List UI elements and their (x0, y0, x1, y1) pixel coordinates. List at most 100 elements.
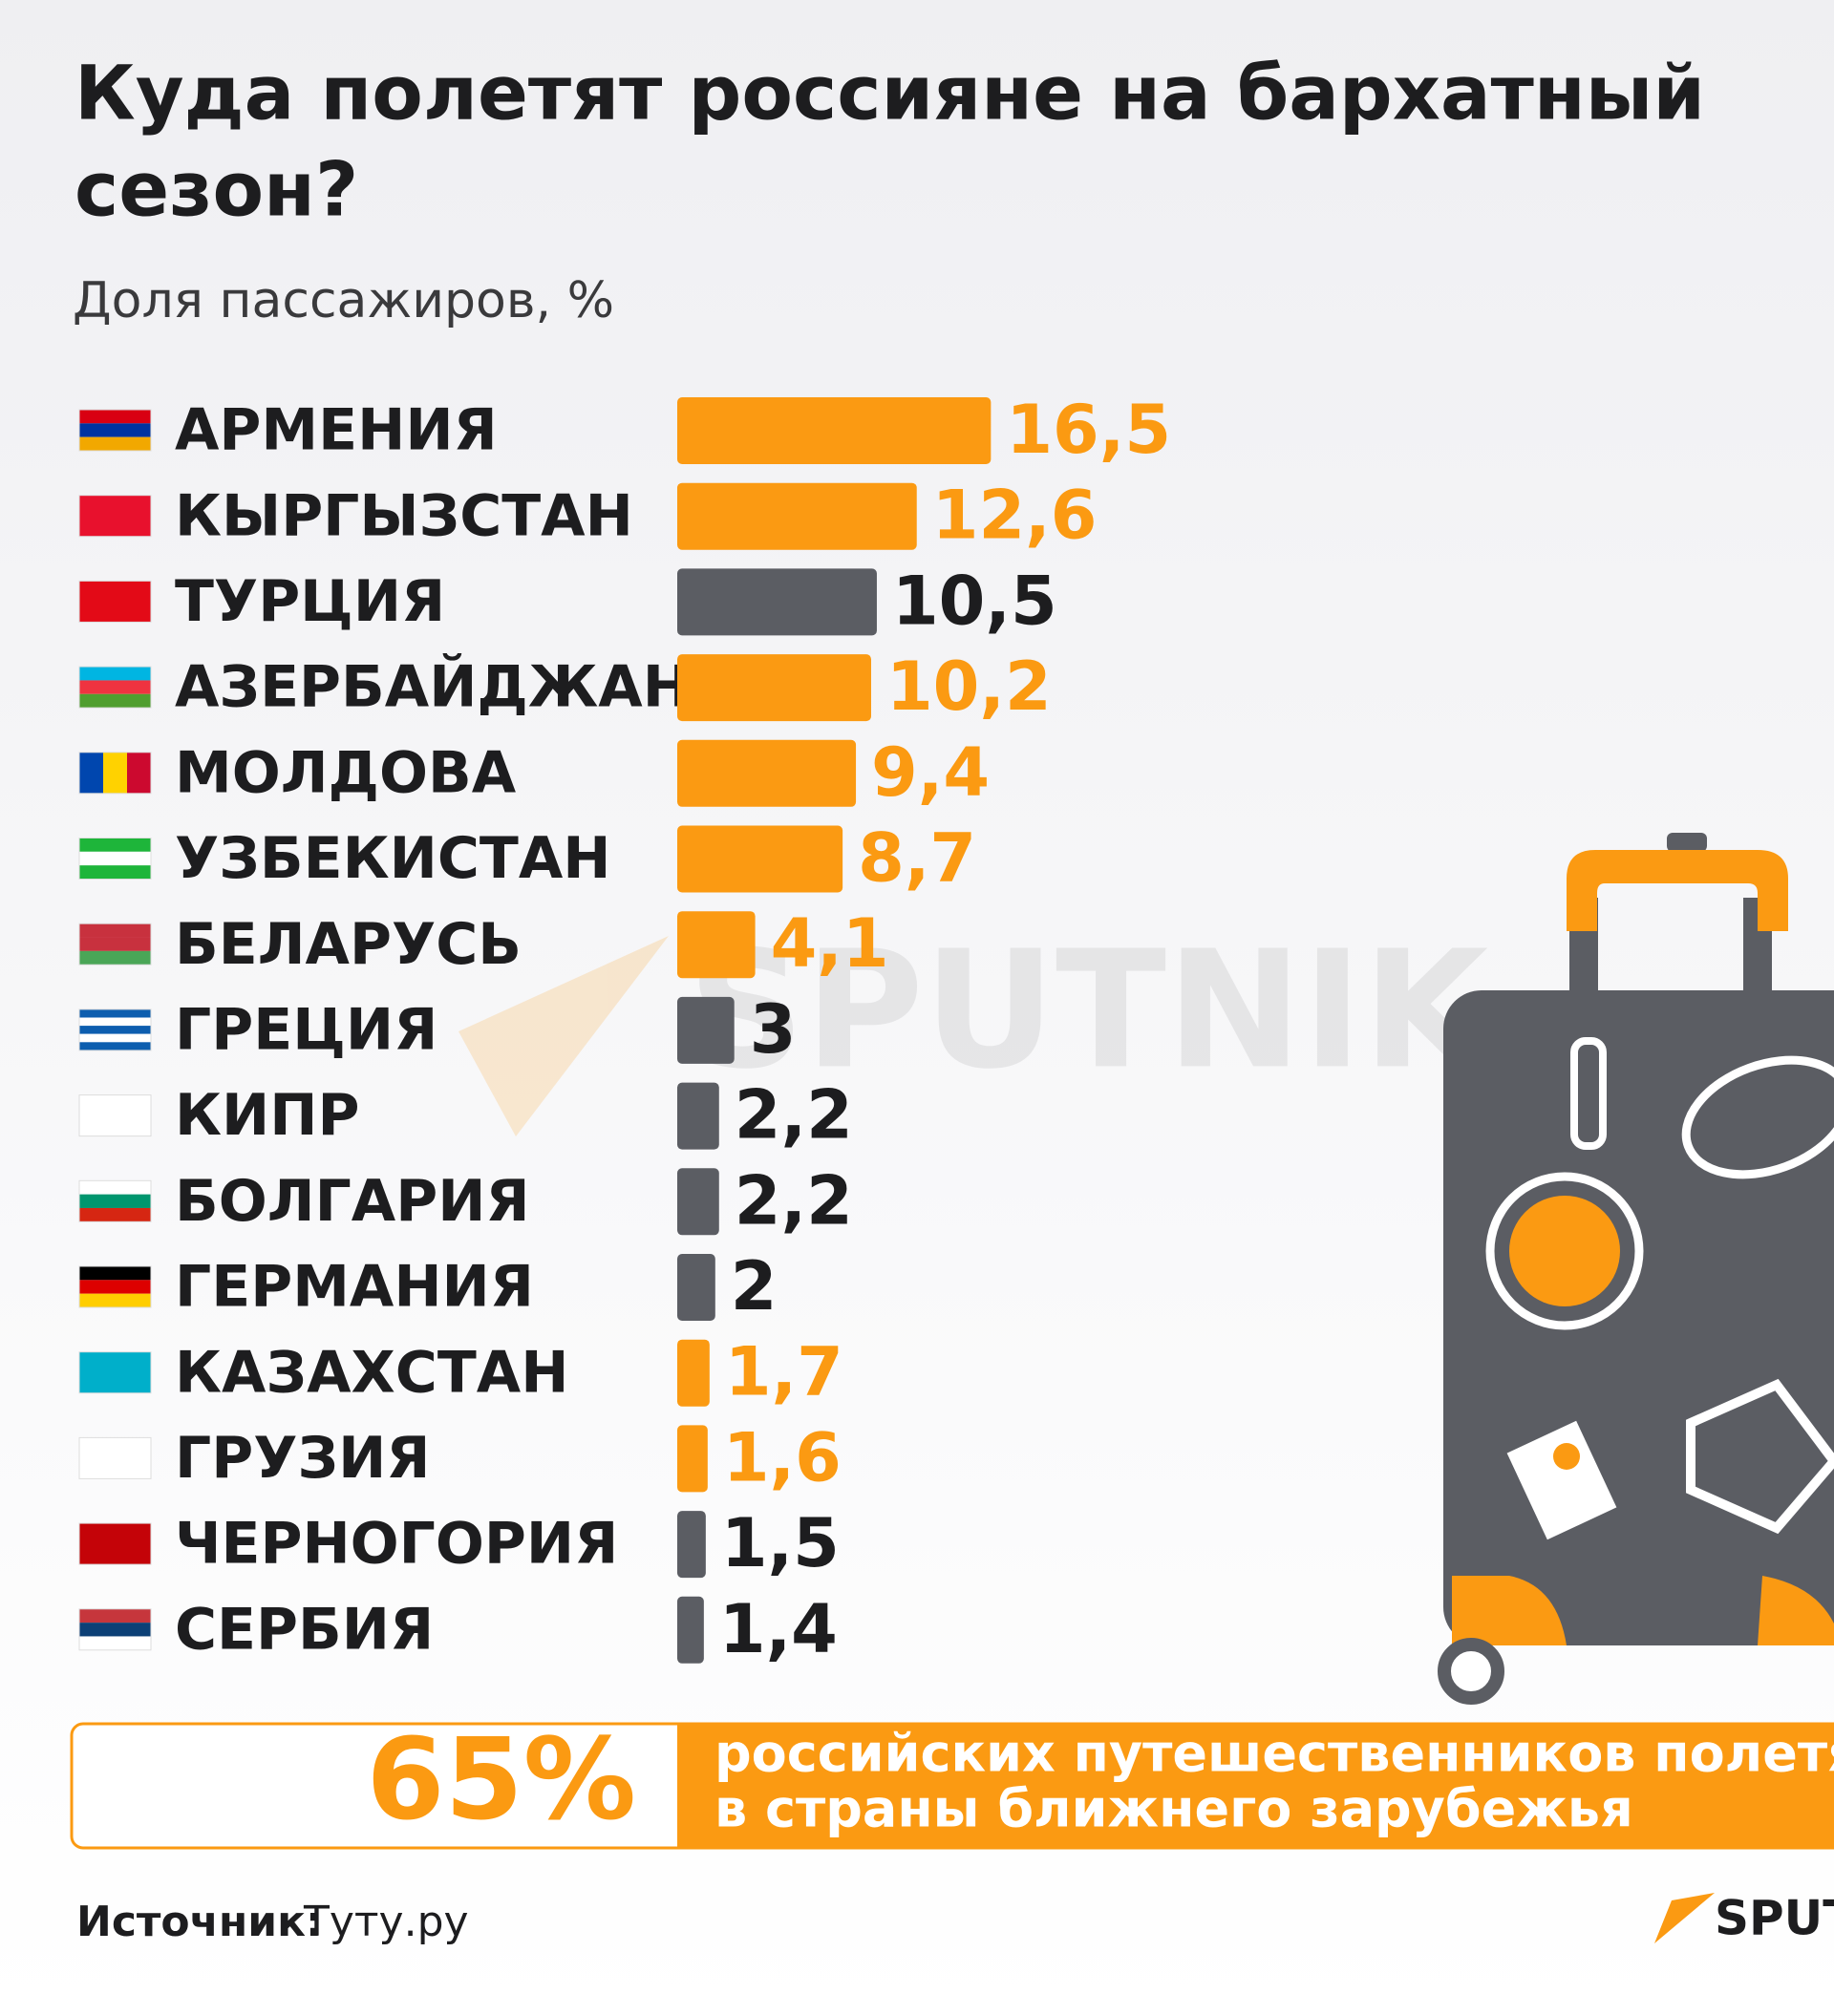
category-label: ГРУЗИЯ (175, 1425, 431, 1492)
value-label: 3 (750, 990, 797, 1069)
bar-rows: АРМЕНИЯ 16,5 КЫРГЫЗСТАН 12,6 ТУРЦИЯ 10,5 АЗЕРБ… (78, 391, 1171, 1668)
value-label: 2,2 (735, 1076, 853, 1155)
flag-border (78, 495, 152, 538)
flag-stripe (79, 1026, 151, 1034)
suitcase-illustration (1438, 833, 1834, 1705)
flag-border (78, 1522, 152, 1565)
category-label: ГЕРМАНИЯ (175, 1254, 534, 1321)
category-label: КАЗАХСТАН (175, 1339, 568, 1406)
flag (78, 495, 152, 538)
callout-text: российских путешественников полетят (714, 1724, 1834, 1784)
flag-border (78, 1436, 152, 1479)
flag-stripe (79, 1351, 151, 1393)
flag-stripe (79, 1266, 151, 1281)
flag-stripe (79, 1280, 151, 1294)
flag-stripe (79, 1017, 151, 1027)
chart-subtitle: Доля пассажиров, % (73, 272, 614, 329)
bar (677, 1596, 704, 1664)
flag-stripe (127, 752, 151, 794)
flag-border (78, 838, 152, 880)
flag-border (78, 1608, 152, 1651)
flag-stripe (79, 1207, 151, 1222)
flag-border (78, 409, 152, 452)
flag-border (78, 752, 152, 795)
bar (677, 739, 857, 807)
flag (78, 409, 152, 452)
category-label: АРМЕНИЯ (175, 397, 498, 464)
value-label: 12,6 (932, 477, 1098, 555)
callout-value: 65% (367, 1713, 636, 1845)
source-text: Туту.ру (303, 1898, 469, 1946)
source-label: Источник: (76, 1898, 323, 1946)
bar (677, 1511, 706, 1579)
flag-stripe (79, 838, 151, 852)
flag-stripe (79, 923, 151, 938)
flag (78, 1008, 152, 1051)
category-label: КИПР (175, 1082, 359, 1149)
flag-stripe (79, 680, 151, 694)
callout-text: в страны ближнего зарубежья (714, 1779, 1633, 1839)
flag (78, 1094, 152, 1137)
flag (78, 1522, 152, 1565)
flag (78, 838, 152, 880)
category-label: БЕЛАРУСЬ (175, 911, 522, 978)
flag (78, 666, 152, 709)
flag-stripe (79, 1180, 151, 1195)
flag-border (78, 1008, 152, 1051)
category-label: ЧЕРНОГОРИЯ (175, 1511, 618, 1578)
bar (677, 1425, 708, 1493)
flag-stripe (103, 752, 127, 794)
value-label: 2 (731, 1247, 778, 1326)
value-label: 1,7 (725, 1333, 843, 1411)
flag-stripe (79, 436, 151, 451)
flag (78, 580, 152, 623)
watermark: SPUTNIK (458, 916, 1494, 1136)
flag-stripe (79, 1094, 151, 1136)
flag-stripe (79, 752, 103, 794)
flag (78, 1351, 152, 1394)
flag-border (78, 666, 152, 709)
flag-stripe (79, 950, 151, 966)
flag-stripe (79, 1623, 151, 1637)
flag-stripe (79, 581, 151, 623)
flag-stripe (79, 1194, 151, 1208)
flag-stripe (79, 1636, 151, 1650)
category-label: БОЛГАРИЯ (175, 1168, 530, 1235)
flag-stripe (79, 851, 151, 866)
flag-border (78, 1094, 152, 1137)
flag-stripe (79, 865, 151, 880)
logo: SPUTNIK (1654, 1891, 1834, 1946)
value-label: 4,1 (771, 904, 889, 983)
flag-border (78, 1179, 152, 1222)
callout: 65% российских путешественников полетят … (70, 1713, 1834, 1850)
callout-band (677, 1724, 1834, 1849)
flag-border (78, 923, 152, 966)
bar (677, 654, 871, 722)
bar (677, 825, 843, 893)
flag-stripe (79, 1437, 151, 1479)
flag-stripe (79, 937, 151, 951)
flag-stripe (79, 1523, 151, 1565)
flag (78, 1265, 152, 1308)
flag-stripe (79, 495, 151, 537)
bar (677, 1339, 710, 1407)
value-label: 16,5 (1006, 391, 1171, 469)
bar (677, 1168, 719, 1236)
flag-border (78, 1351, 152, 1394)
value-label: 8,7 (858, 819, 976, 898)
value-label: 1,6 (723, 1418, 842, 1496)
flag-stripe (79, 1008, 151, 1018)
chart-title: Куда полетят россияне на бархатный (75, 51, 1705, 137)
value-label: 2,2 (735, 1161, 853, 1240)
flag (78, 1608, 152, 1651)
logo-text: SPUTNIK (1715, 1891, 1834, 1946)
flag-stripe (79, 667, 151, 681)
flag-stripe (79, 423, 151, 437)
value-label: 10,5 (892, 562, 1057, 640)
flag-stripe (79, 693, 151, 709)
category-label: КЫРГЫЗСТАН (175, 482, 633, 549)
value-label: 9,4 (871, 733, 990, 812)
category-label: ГРЕЦИЯ (175, 996, 437, 1063)
